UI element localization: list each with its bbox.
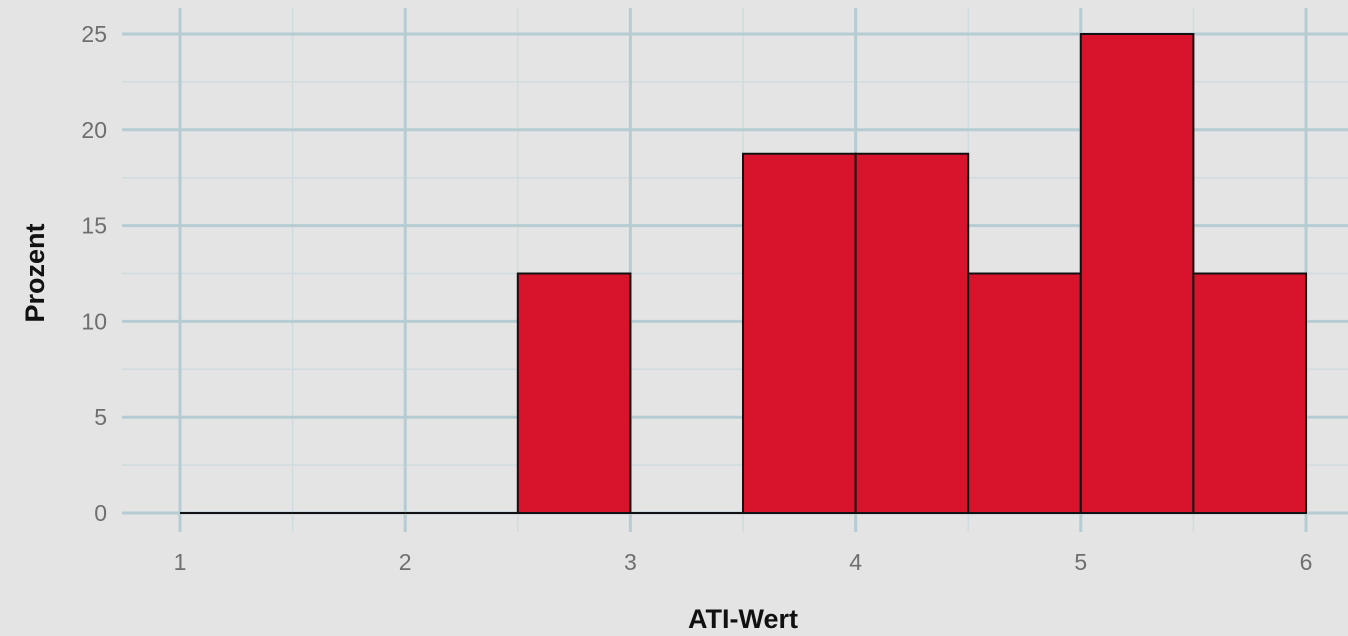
x-tick-label: 6 [1300, 549, 1313, 575]
histogram-bar [516, 272, 632, 514]
x-tick-label: 3 [624, 549, 637, 575]
histogram-bar [1079, 33, 1195, 514]
x-tick-label: 1 [174, 549, 187, 575]
y-tick-label: 25 [81, 21, 107, 47]
x-axis-title: ATI-Wert [688, 604, 798, 634]
y-axis-title: Prozent [20, 223, 50, 322]
x-tick-label: 5 [1074, 549, 1087, 575]
histogram-bars [180, 33, 1308, 514]
y-tick-label: 0 [94, 500, 107, 526]
histogram-bar [967, 272, 1082, 514]
y-tick-label: 10 [81, 308, 107, 334]
y-axis-ticks: 0 5 10 15 20 25 [81, 21, 107, 526]
histogram-bar [854, 152, 970, 514]
x-tick-label: 2 [399, 549, 412, 575]
histogram-bar [1192, 272, 1308, 514]
histogram-bar [742, 152, 857, 514]
x-tick-label: 4 [849, 549, 862, 575]
y-tick-label: 20 [81, 117, 107, 143]
y-tick-label: 15 [81, 213, 107, 239]
x-axis-ticks: 1 2 3 4 5 6 [174, 549, 1313, 575]
y-tick-label: 5 [94, 404, 107, 430]
